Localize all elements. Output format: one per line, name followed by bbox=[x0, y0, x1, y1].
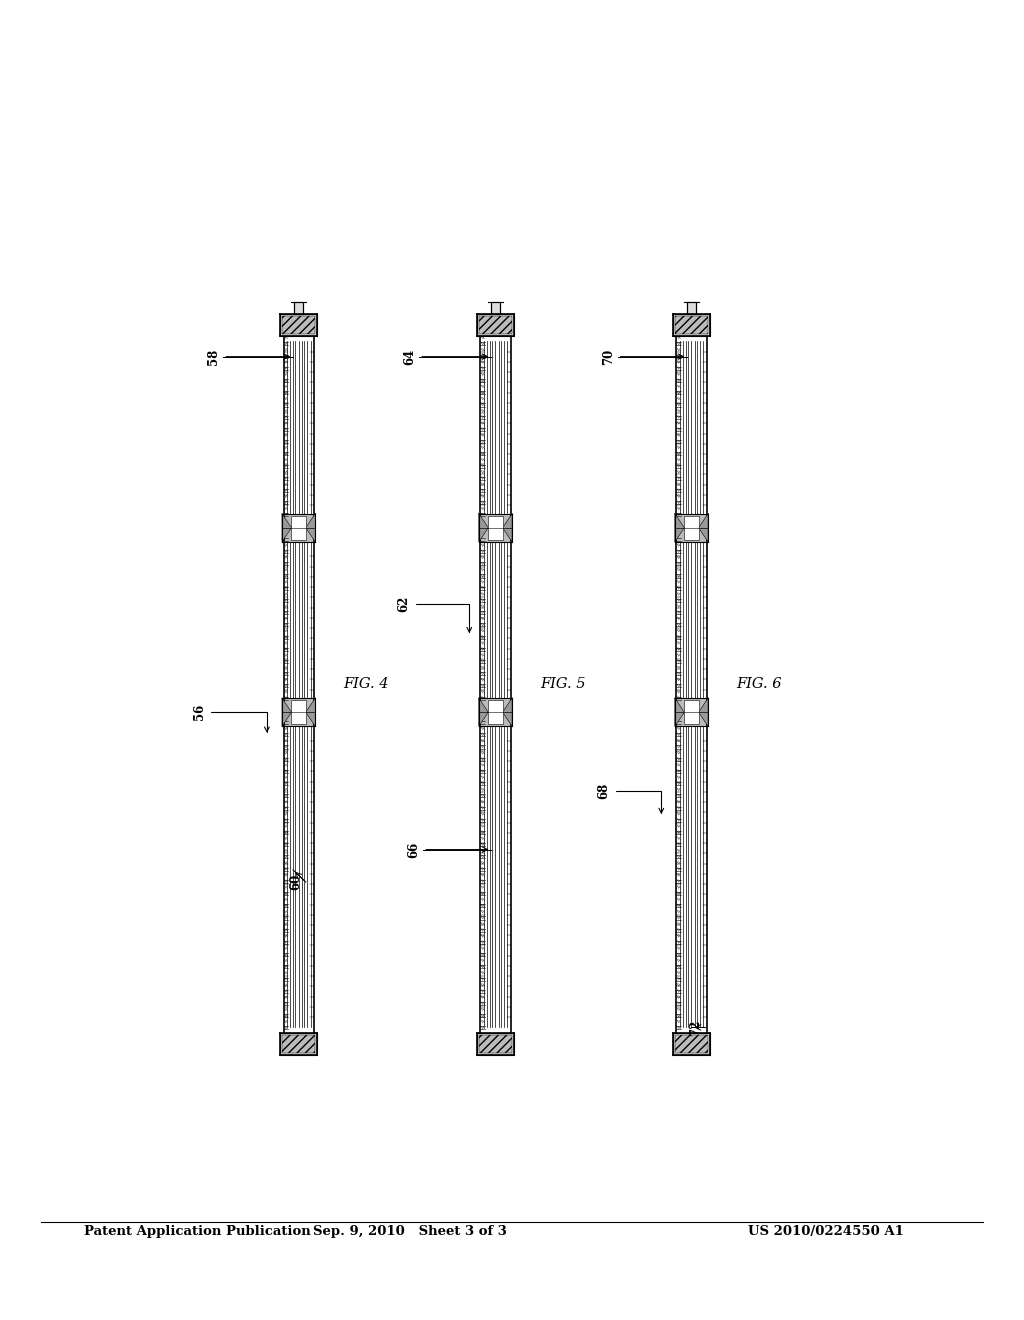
Bar bbox=[680, 337, 703, 1032]
Bar bbox=[292, 516, 306, 540]
Text: 62: 62 bbox=[397, 595, 472, 632]
Text: 58: 58 bbox=[207, 348, 220, 364]
Text: 56: 56 bbox=[193, 704, 269, 731]
Bar bbox=[684, 700, 698, 725]
Text: 66: 66 bbox=[408, 841, 420, 858]
Text: FIG. 6: FIG. 6 bbox=[736, 677, 781, 692]
Bar bbox=[477, 314, 514, 337]
Polygon shape bbox=[479, 698, 488, 726]
Polygon shape bbox=[282, 513, 292, 543]
Bar bbox=[292, 700, 306, 725]
Bar bbox=[282, 698, 315, 726]
Bar bbox=[479, 513, 512, 543]
Polygon shape bbox=[282, 698, 292, 726]
Polygon shape bbox=[503, 513, 512, 543]
Text: FIG. 4: FIG. 4 bbox=[343, 677, 389, 692]
Bar bbox=[673, 314, 710, 337]
Text: Patent Application Publication: Patent Application Publication bbox=[84, 1225, 310, 1238]
Bar bbox=[673, 1032, 710, 1055]
Bar bbox=[281, 314, 316, 337]
Bar bbox=[282, 513, 315, 543]
Bar bbox=[675, 315, 709, 334]
Text: Sep. 9, 2010   Sheet 3 of 3: Sep. 9, 2010 Sheet 3 of 3 bbox=[312, 1225, 507, 1238]
Bar bbox=[282, 315, 315, 334]
Polygon shape bbox=[479, 513, 488, 543]
Text: 72: 72 bbox=[689, 1019, 701, 1036]
Text: US 2010/0224550 A1: US 2010/0224550 A1 bbox=[748, 1225, 903, 1238]
Bar bbox=[675, 698, 709, 726]
Polygon shape bbox=[698, 698, 709, 726]
Bar bbox=[488, 700, 503, 725]
Polygon shape bbox=[698, 513, 709, 543]
Polygon shape bbox=[306, 513, 315, 543]
Text: 60: 60 bbox=[290, 874, 303, 890]
Polygon shape bbox=[675, 513, 684, 543]
Polygon shape bbox=[306, 698, 315, 726]
Bar bbox=[488, 516, 503, 540]
Bar bbox=[684, 516, 698, 540]
Bar bbox=[675, 1035, 709, 1053]
Bar bbox=[479, 315, 512, 334]
Bar bbox=[483, 337, 507, 1032]
Bar bbox=[287, 337, 310, 1032]
Text: 64: 64 bbox=[403, 348, 416, 364]
Bar bbox=[477, 1032, 514, 1055]
Bar bbox=[281, 1032, 316, 1055]
Bar bbox=[282, 1035, 315, 1053]
Bar bbox=[687, 302, 696, 314]
Bar bbox=[294, 302, 303, 314]
Polygon shape bbox=[675, 698, 684, 726]
Text: FIG. 5: FIG. 5 bbox=[540, 677, 586, 692]
Bar bbox=[675, 513, 709, 543]
Bar bbox=[479, 1035, 512, 1053]
Text: 68: 68 bbox=[598, 783, 664, 813]
Polygon shape bbox=[503, 698, 512, 726]
Bar bbox=[490, 302, 500, 314]
Bar bbox=[479, 698, 512, 726]
Text: 70: 70 bbox=[602, 348, 614, 364]
